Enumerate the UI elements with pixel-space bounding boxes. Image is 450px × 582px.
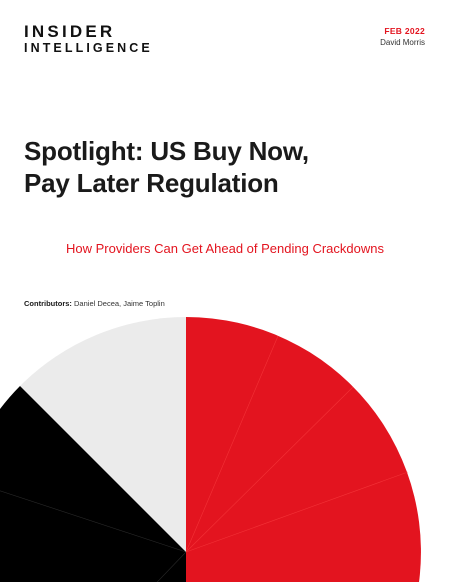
pie-slice-gray	[20, 317, 186, 552]
report-subtitle: How Providers Can Get Ahead of Pending C…	[66, 241, 384, 256]
report-date: FEB 2022	[384, 26, 425, 36]
logo-line-insider: INSIDER	[24, 22, 116, 41]
report-title: Spotlight: US Buy Now, Pay Later Regulat…	[24, 135, 424, 199]
pie-slice-red	[186, 317, 421, 582]
report-title-line-1: Spotlight: US Buy Now,	[24, 136, 309, 166]
pie-slice-black	[0, 386, 186, 582]
contributors-line: Contributors: Daniel Decea, Jaime Toplin	[24, 299, 165, 308]
report-meta: FEB 2022 David Morris	[380, 26, 425, 48]
pie-black-division-lines	[0, 490, 187, 582]
report-author: David Morris	[380, 38, 425, 47]
report-title-line-2: Pay Later Regulation	[24, 168, 279, 198]
insider-intelligence-logo: INSIDER INTELLIGENCE	[24, 22, 153, 56]
contributors-names: Daniel Decea, Jaime Toplin	[74, 299, 165, 308]
pie-red-division-lines	[185, 335, 409, 553]
contributors-label: Contributors:	[24, 299, 72, 308]
logo-line-intelligence: INTELLIGENCE	[24, 41, 153, 55]
